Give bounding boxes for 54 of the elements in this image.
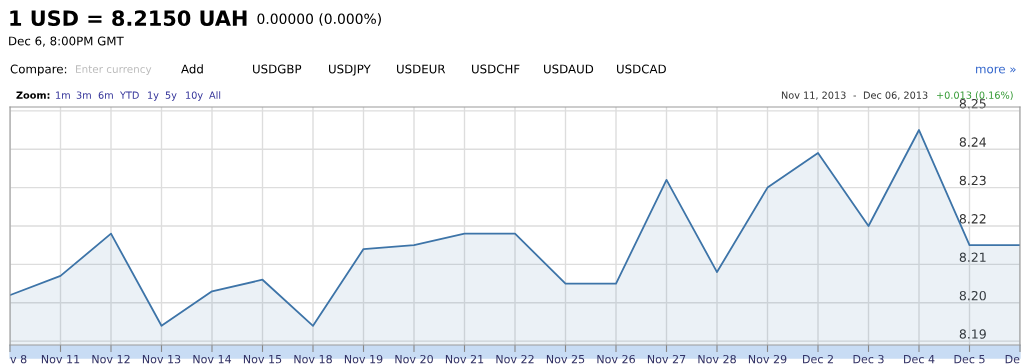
text: USDEUR [397,64,446,74]
text: 6m [98,91,113,99]
text: Dec 06, 2013 [863,91,928,100]
y-tick-label: 8.19 [959,329,986,339]
text: Zoom: [16,91,50,99]
x-tick-label: Nov 25 [546,354,585,364]
x-tick-label: Dec 3 [853,354,884,364]
text: 1y [148,91,159,101]
x-tick-label: Nov 15 [243,355,282,364]
y-tick-label: 8.22 [959,214,986,224]
text: YTD [119,91,139,99]
text: All [209,91,221,99]
x-tick-label: v 8 [10,354,27,364]
x-tick-label: Nov 27 [647,354,686,364]
x-tick-label: Nov 14 [193,355,232,364]
text: - [853,95,857,97]
y-tick-label: 8.24 [959,137,987,147]
y-tick-label: 8.25 [959,98,986,109]
chart-subtitle: Dec 6, 8:00PM GMT [9,36,124,47]
x-tick-label: Nov 18 [294,354,332,364]
x-tick-label: Nov 22 [496,354,534,364]
x-tick-label: Nov 19 [344,354,383,364]
text: USDCHF [472,64,520,74]
text: USDJPY [329,64,371,76]
x-tick-label: Nov 26 [597,354,635,364]
x-tick-label: Nov 13 [142,354,181,364]
text: Nov 11, 2013 [781,91,846,100]
text: 3m [76,91,91,99]
x-tick-label: Dec 5 [954,355,985,364]
text: 0.00000 (0.000%) [257,13,381,26]
text: 1m [56,91,70,99]
text: USDCAD [617,64,666,74]
x-tick-label: De [1005,355,1020,364]
text: USDGBP [253,64,302,74]
x-tick-label: Dec 4 [904,355,935,364]
x-tick-label: Nov 28 [698,354,736,364]
x-tick-label: Nov 29 [748,354,787,364]
x-tick-label: Dec 2 [803,354,833,364]
chart-title: 1 USD = 8.2150 UAH [10,10,247,27]
text: Compare: [10,64,67,76]
text: 5y [165,91,177,101]
x-tick-label: Nov 20 [395,354,433,364]
text: +0.013 (0.16%) [937,91,1013,100]
x-tick-label: Nov 21 [445,354,484,364]
y-tick-label: 8.23 [959,175,986,186]
x-tick-label: Nov 12 [92,354,130,364]
x-tick-label: Nov 11 [41,355,80,364]
text: more » [976,66,1016,74]
y-tick-label: 8.20 [959,290,986,301]
text: USDAUD [544,64,594,74]
text: Add [181,64,203,74]
text: Enter currency [76,65,152,76]
text: 10y [186,91,203,101]
y-tick-label: 8.21 [959,252,986,262]
